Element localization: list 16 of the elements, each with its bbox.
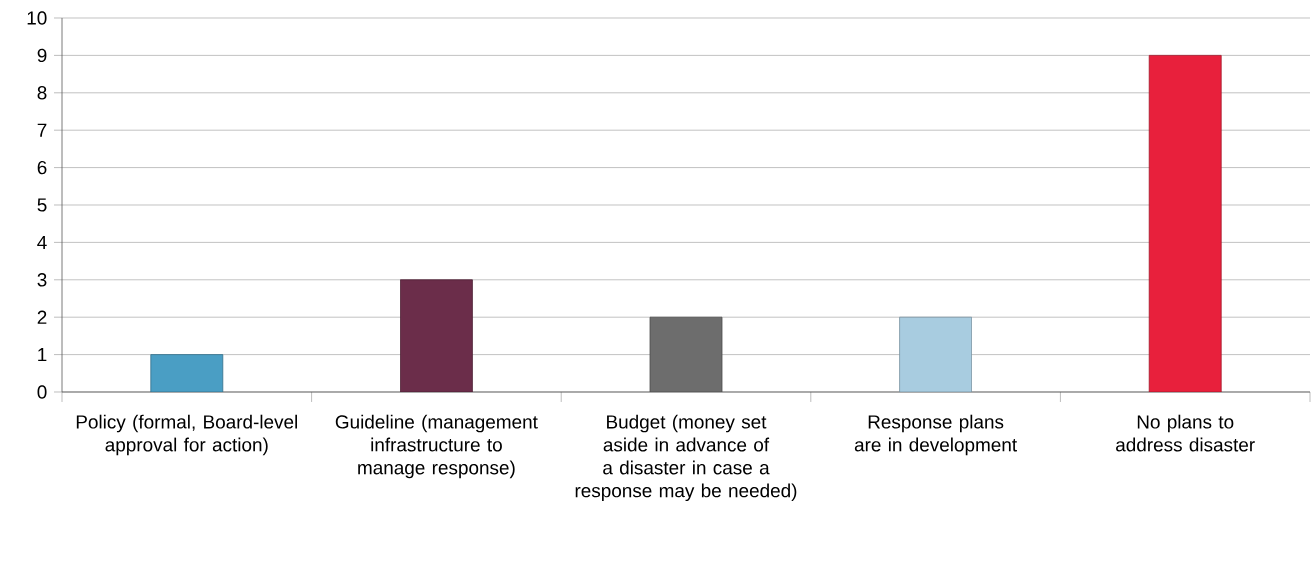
y-tick-label: 2 xyxy=(37,310,47,324)
y-tick-label: 8 xyxy=(37,86,47,100)
x-tick-label: Budget (money set aside in advance of a disaster in case a response may be needed) xyxy=(575,414,797,502)
y-tick-label: 3 xyxy=(37,273,47,287)
y-tick-label: 6 xyxy=(37,160,47,175)
y-tick-label: 10 xyxy=(27,11,47,25)
y-tick-label: 5 xyxy=(37,198,47,212)
y-tick-label: 1 xyxy=(38,348,47,362)
x-tick-label: No plans to address disaster xyxy=(1116,414,1255,452)
x-tick-label: Guideline (management infrastructure to manage response) xyxy=(335,414,538,479)
y-tick-label: 9 xyxy=(37,48,47,63)
y-tick-label: 7 xyxy=(37,123,47,137)
y-tick-label: 0 xyxy=(37,385,47,399)
x-tick-label: Response plans are in development xyxy=(854,414,1017,456)
y-tick-label: 4 xyxy=(37,235,47,249)
x-tick-label: Policy (formal, Board-level approval for action) xyxy=(76,414,297,456)
